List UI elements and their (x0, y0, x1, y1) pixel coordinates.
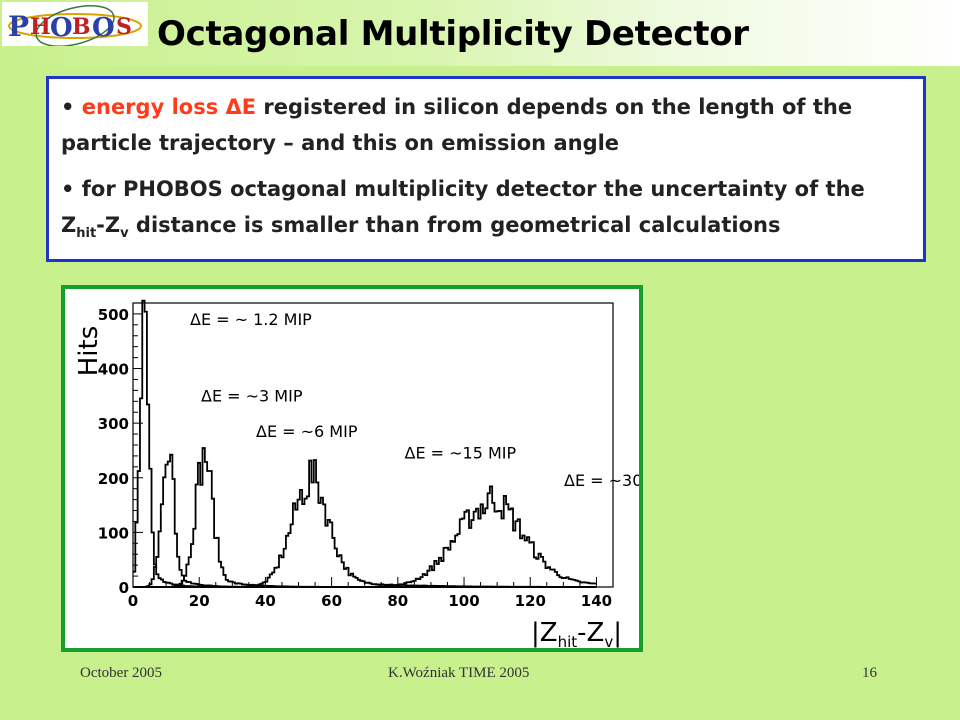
footer-date: October 2005 (80, 665, 163, 681)
x-axis-label-part: v (604, 633, 613, 648)
histogram-plot: 0 100 200 300 400 500 0 20 40 60 80 100 120 140 Hits |Z… (61, 285, 643, 652)
svg-text:H: H (30, 14, 51, 40)
peak-annotation-3: ΔE = ~6 MIP (256, 422, 358, 441)
y-tick-label: 300 (98, 415, 129, 433)
x-axis-label-part: | (613, 618, 622, 648)
x-tick-label: 100 (448, 592, 479, 610)
histogram-series-5 (133, 485, 597, 588)
bullet-1: • energy loss ΔE registered in silicon d… (61, 89, 911, 161)
x-axis-label-part: hit (558, 633, 578, 648)
x-axis-label-part: -Z (577, 618, 604, 648)
x-tick-label: 0 (128, 592, 138, 610)
bullet-2-end: distance is smaller than from geometrica… (128, 213, 781, 237)
y-tick-label: 500 (98, 306, 129, 324)
footer-author: K.Woźniak TIME 2005 (388, 665, 530, 681)
x-axis-label: |Zhit-Zv| (531, 618, 622, 648)
text-box: • energy loss ΔE registered in silicon d… (46, 76, 926, 262)
bullet-2-text: for PHOBOS octagonal multiplicity detect… (61, 177, 865, 237)
y-tick-label: 100 (98, 524, 129, 542)
bullet-dot: • (61, 95, 75, 119)
svg-text:O: O (50, 13, 73, 43)
peak-annotation-2: ΔE = ~3 MIP (201, 386, 303, 405)
plot-frame (132, 302, 614, 588)
histogram-series-1 (133, 299, 597, 588)
bullet-1-highlight: energy loss ΔE (81, 95, 257, 119)
title-band (0, 0, 960, 66)
y-tick-label: 200 (98, 470, 129, 488)
histogram-series-3 (133, 447, 597, 588)
x-tick-label: 40 (255, 592, 276, 610)
subscript-hit: hit (76, 226, 97, 242)
x-tick-label: 80 (387, 592, 408, 610)
bullet-2: • for PHOBOS octagonal multiplicity dete… (61, 171, 911, 243)
x-tick-label: 20 (189, 592, 210, 610)
bullet-dot: • (61, 177, 75, 201)
svg-text:B: B (72, 14, 91, 40)
svg-text:S: S (116, 14, 132, 40)
x-tick-label: 120 (515, 592, 546, 610)
svg-text:P: P (8, 10, 29, 43)
y-tick-label: 0 (119, 579, 129, 597)
x-tick-label: 140 (581, 592, 612, 610)
peak-annotation-4: ΔE = ~15 MIP (405, 444, 517, 463)
y-axis-label: Hits (74, 326, 104, 377)
histogram-svg: 0 100 200 300 400 500 0 20 40 60 80 100 120 140 Hits |Z… (74, 299, 639, 648)
x-tick-label: 60 (321, 592, 342, 610)
footer-page-number: 16 (862, 665, 877, 681)
bullet-2-mid: -Z (96, 213, 121, 237)
x-axis-label-part: |Z (531, 618, 558, 648)
y-tick-label: 400 (98, 361, 129, 379)
peak-annotation-1: ΔE = ~ 1.2 MIP (190, 310, 312, 329)
peak-annotation-5: ΔE = ~30 MIP (564, 471, 639, 490)
svg-text:O: O (92, 13, 115, 43)
phobos-logo: P H O B O S (2, 2, 148, 46)
page-title: Octagonal Multiplicity Detector (157, 14, 749, 54)
bullet-1-text: registered in silicon depends on the len… (61, 95, 853, 155)
subscript-v: v (120, 226, 129, 242)
